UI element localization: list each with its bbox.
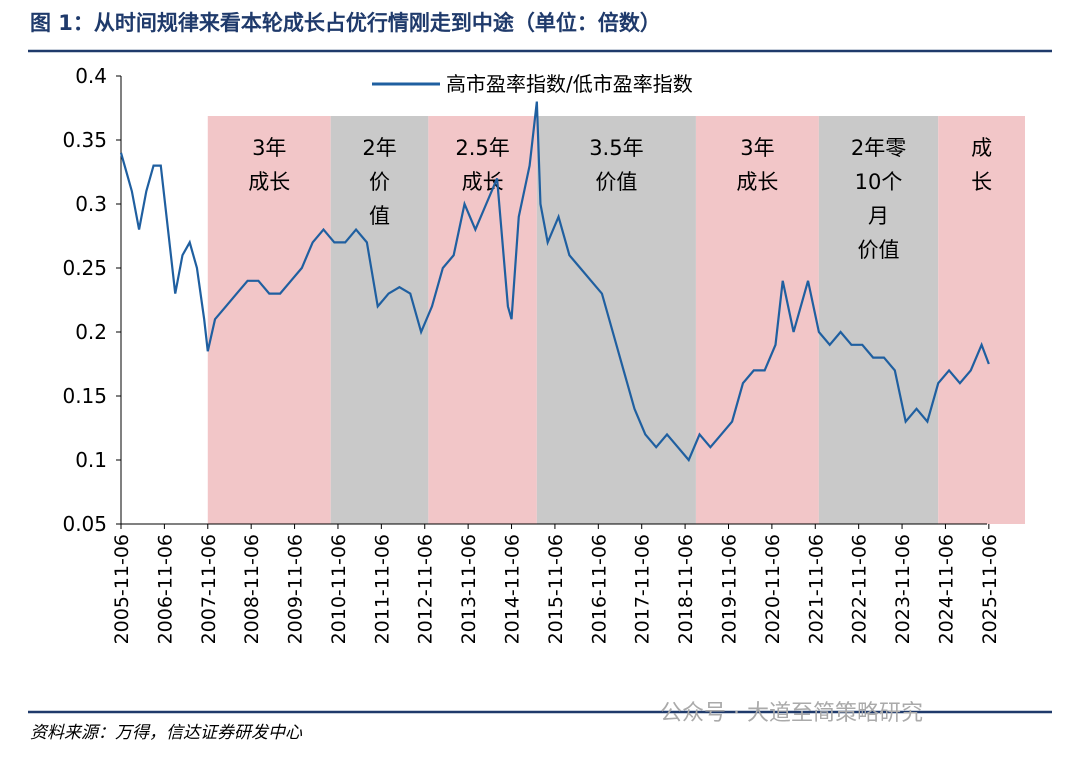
x-tick-label: 2019-11-06 — [718, 534, 740, 644]
x-tick-label: 2013-11-06 — [458, 534, 480, 644]
source: 资料来源：万得，信达证券研发中心 — [30, 723, 303, 743]
period-label: 成长 — [736, 170, 778, 194]
period-label: 3年 — [252, 136, 286, 160]
period-band — [818, 116, 939, 524]
period-label: 价 — [369, 170, 390, 194]
period-band — [330, 116, 429, 524]
y-tick-label: 0.15 — [62, 384, 107, 408]
legend-label: 高市盈率指数/低市盈率指数 — [446, 72, 693, 96]
period-label: 长 — [971, 170, 992, 194]
y-tick-label: 0.05 — [62, 512, 107, 536]
x-tick-label: 2017-11-06 — [632, 534, 654, 644]
period-label: 3年 — [740, 136, 774, 160]
x-tick-label: 2020-11-06 — [762, 534, 784, 644]
x-tick-label: 2012-11-06 — [415, 534, 437, 644]
x-tick-label: 2021-11-06 — [805, 534, 827, 644]
x-tick-label: 2014-11-06 — [502, 534, 524, 644]
period-label: 成长 — [248, 170, 290, 194]
y-tick-label: 0.25 — [62, 256, 107, 280]
x-tick-label: 2007-11-06 — [198, 534, 220, 644]
y-tick-label: 0.35 — [62, 128, 107, 152]
x-tick-label: 2025-11-06 — [979, 534, 1001, 644]
x-tick-label: 2011-11-06 — [371, 534, 393, 644]
period-label: 2.5年 — [455, 136, 509, 160]
x-tick-label: 2016-11-06 — [588, 534, 610, 644]
period-label: 2年零 — [851, 136, 906, 160]
x-tick-label: 2023-11-06 — [892, 534, 914, 644]
period-band — [695, 116, 819, 524]
period-band — [207, 116, 331, 524]
y-tick-label: 0.4 — [75, 64, 107, 88]
period-label: 月 — [868, 204, 889, 228]
period-label: 10个 — [855, 170, 903, 194]
y-tick-label: 0.1 — [75, 448, 107, 472]
x-tick-label: 2022-11-06 — [849, 534, 871, 644]
x-tick-label: 2005-11-06 — [111, 534, 133, 644]
period-band — [536, 116, 696, 524]
x-tick-label: 2015-11-06 — [545, 534, 567, 644]
data-line — [119, 101, 990, 463]
x-tick-label: 2009-11-06 — [285, 534, 307, 644]
period-label: 价值 — [595, 170, 637, 194]
x-tick-label: 2008-11-06 — [241, 534, 263, 644]
watermark: 公众号 · 大道至简策略研究 — [660, 701, 923, 726]
period-label: 成 — [971, 136, 992, 160]
y-tick-label: 0.3 — [75, 192, 107, 216]
period-label: 值 — [369, 204, 390, 228]
period-band — [428, 116, 537, 524]
plot-area: 3年成长2年价值2.5年成长3.5年价值3年成长2年零10个月价值成长0.050… — [62, 64, 1025, 644]
x-tick-label: 2018-11-06 — [675, 534, 697, 644]
y-tick-label: 0.2 — [75, 320, 107, 344]
period-label: 价值 — [858, 238, 900, 262]
period-label: 2年 — [362, 136, 396, 160]
period-band — [938, 116, 1025, 524]
x-tick-label: 2010-11-06 — [328, 534, 350, 644]
chart-title: 图 1：从时间规律来看本轮成长占优行情刚走到中途（单位：倍数） — [30, 11, 661, 35]
x-tick-label: 2006-11-06 — [154, 534, 176, 644]
x-tick-label: 2024-11-06 — [935, 534, 957, 644]
period-label: 3.5年 — [589, 136, 643, 160]
